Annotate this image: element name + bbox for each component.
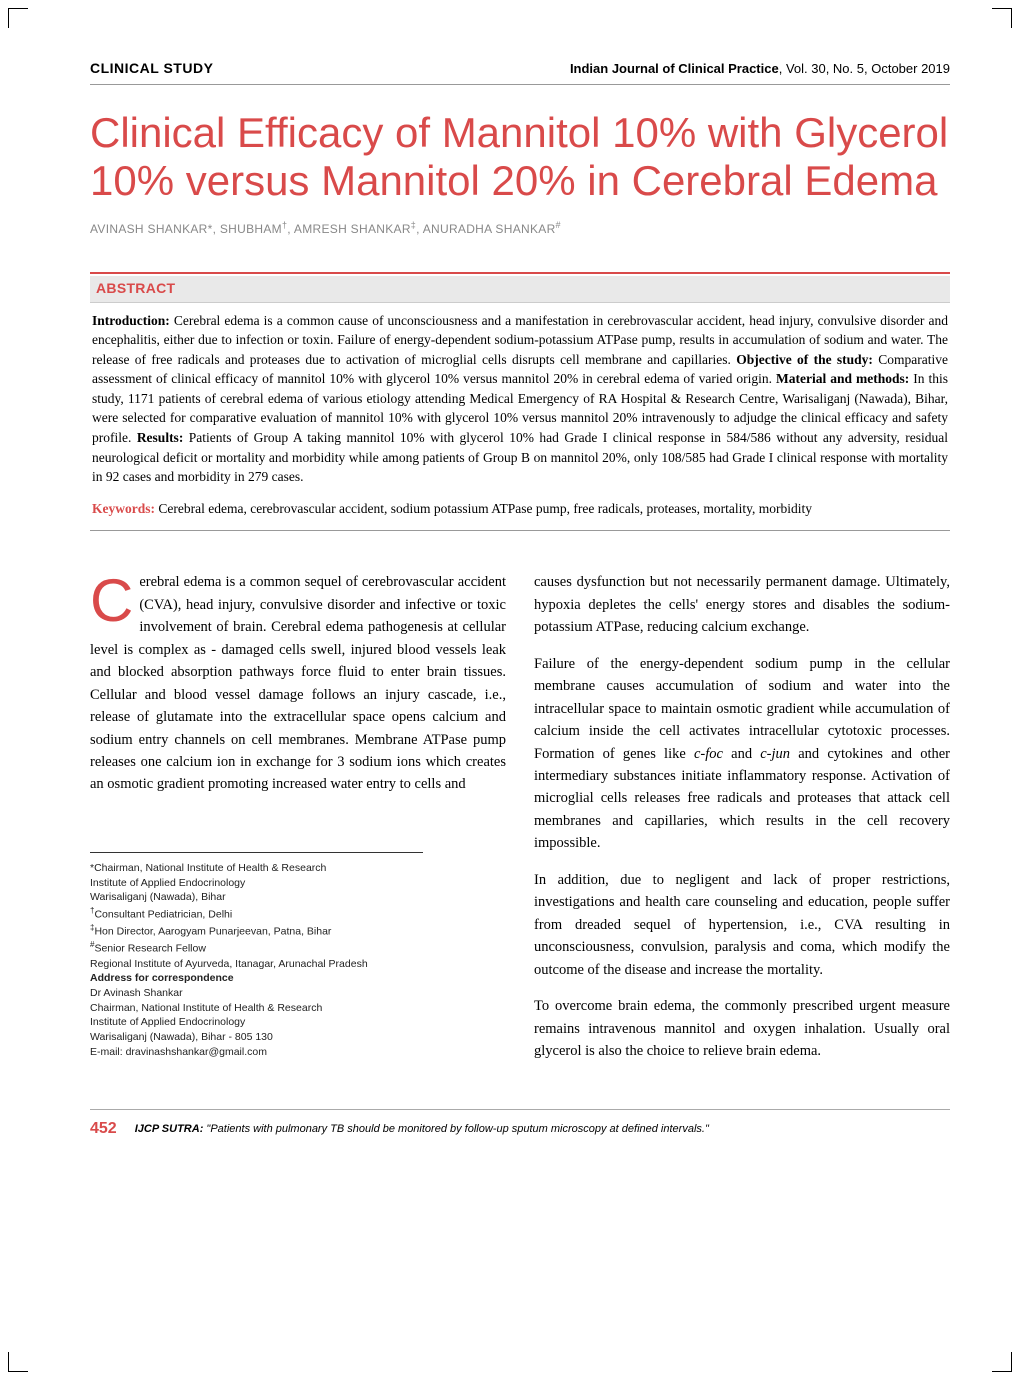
crop-mark <box>8 1352 28 1372</box>
body-p-r1: causes dysfunction but not necessarily p… <box>534 571 950 638</box>
crop-mark <box>992 8 1012 28</box>
journal-issue: , Vol. 30, No. 5, October 2019 <box>779 61 950 76</box>
body-p1-text: erebral edema is a common sequel of cere… <box>90 574 506 792</box>
body-p1: Cerebral edema is a common sequel of cer… <box>90 571 506 796</box>
affil-line: Warisaliganj (Nawada), Bihar <box>90 890 423 905</box>
header-bar: CLINICAL STUDY Indian Journal of Clinica… <box>90 60 950 76</box>
affil-line: *Chairman, National Institute of Health … <box>90 861 423 876</box>
authors-line: AVINASH SHANKAR*, SHUBHAM†, AMRESH SHANK… <box>90 220 950 236</box>
dropcap: C <box>90 571 139 625</box>
address-label: Address for correspondence <box>90 971 423 986</box>
affil-line: Warisaliganj (Nawada), Bihar - 805 130 <box>90 1030 423 1045</box>
body-p-r3: In addition, due to negligent and lack o… <box>534 869 950 981</box>
left-column: Cerebral edema is a common sequel of cer… <box>90 571 506 1076</box>
page-number: 452 <box>90 1120 117 1138</box>
affil-line: Institute of Applied Endocrinology <box>90 876 423 891</box>
abstract-methods-label: Material and methods: <box>776 371 909 386</box>
keywords-block: Keywords: Cerebral edema, cerebrovascula… <box>90 497 950 529</box>
abstract-body: Introduction: Cerebral edema is a common… <box>90 303 950 497</box>
abstract-intro-label: Introduction: <box>92 313 170 328</box>
right-column: causes dysfunction but not necessarily p… <box>534 571 950 1076</box>
body-gene-2: c-jun <box>760 746 790 762</box>
sutra-text: "Patients with pulmonary TB should be mo… <box>203 1123 709 1135</box>
body-gene-1: c-foc <box>694 746 723 762</box>
body-columns: Cerebral edema is a common sequel of cer… <box>90 571 950 1076</box>
article-title: Clinical Efficacy of Mannitol 10% with G… <box>90 109 950 206</box>
crop-mark <box>8 8 28 28</box>
abstract-top-rule <box>90 272 950 274</box>
affil-line: †Consultant Pediatrician, Delhi <box>90 905 423 922</box>
sutra-label: IJCP SUTRA: <box>135 1123 204 1135</box>
keywords-text: Cerebral edema, cerebrovascular accident… <box>155 501 812 516</box>
affil-line: #Senior Research Fellow <box>90 939 423 956</box>
body-p-r2b: and <box>723 746 760 762</box>
section-label: CLINICAL STUDY <box>90 60 213 76</box>
abstract-bottom-rule <box>90 530 950 531</box>
affiliations-block: *Chairman, National Institute of Health … <box>90 852 423 1059</box>
journal-info: Indian Journal of Clinical Practice, Vol… <box>570 61 950 76</box>
abstract-label-box: ABSTRACT <box>90 276 950 302</box>
abstract-label: ABSTRACT <box>96 280 175 296</box>
abstract-objective-label: Objective of the study: <box>736 352 873 367</box>
affil-line: Institute of Applied Endocrinology <box>90 1015 423 1030</box>
crop-mark <box>992 1352 1012 1372</box>
abstract-results-text: Patients of Group A taking mannitol 10% … <box>92 430 948 484</box>
footer-sutra: IJCP SUTRA: "Patients with pulmonary TB … <box>135 1123 709 1135</box>
affil-line: ‡Hon Director, Aarogyam Punarjeevan, Pat… <box>90 922 423 939</box>
abstract-results-label: Results: <box>137 430 184 445</box>
keywords-label: Keywords: <box>92 501 155 516</box>
page-footer: 452 IJCP SUTRA: "Patients with pulmonary… <box>90 1109 950 1138</box>
affil-line: Regional Institute of Ayurveda, Itanagar… <box>90 957 423 972</box>
affil-line: Dr Avinash Shankar <box>90 986 423 1001</box>
affil-line: E-mail: dravinashshankar@gmail.com <box>90 1045 423 1060</box>
header-rule <box>90 84 950 85</box>
body-p-r4: To overcome brain edema, the commonly pr… <box>534 995 950 1062</box>
affil-line: Chairman, National Institute of Health &… <box>90 1001 423 1016</box>
body-p-r2: Failure of the energy-dependent sodium p… <box>534 653 950 855</box>
journal-name: Indian Journal of Clinical Practice <box>570 61 779 76</box>
